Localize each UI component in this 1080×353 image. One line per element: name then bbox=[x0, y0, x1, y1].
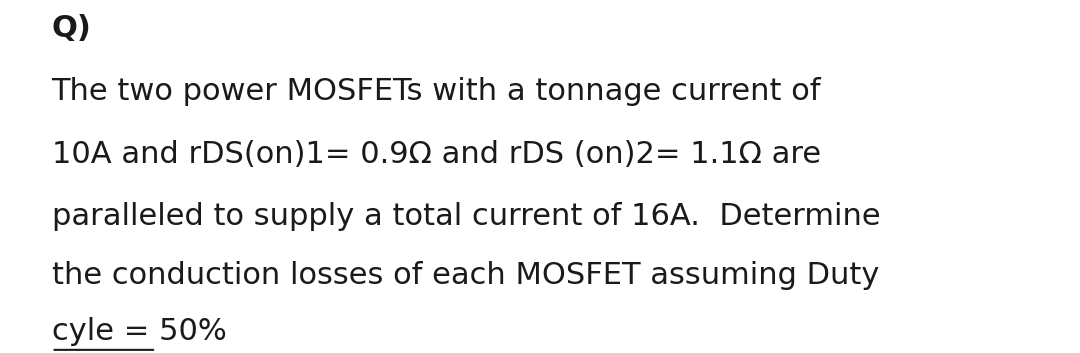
Text: 10A and rDS(on)1= 0.9Ω and rDS (on)2= 1.1Ω are: 10A and rDS(on)1= 0.9Ω and rDS (on)2= 1.… bbox=[52, 140, 821, 169]
Text: cyle = 50%: cyle = 50% bbox=[52, 317, 227, 346]
Text: Q): Q) bbox=[52, 14, 92, 43]
Text: paralleled to supply a total current of 16A.  Determine: paralleled to supply a total current of … bbox=[52, 202, 880, 231]
Text: the conduction losses of each MOSFET assuming Duty: the conduction losses of each MOSFET ass… bbox=[52, 261, 879, 290]
Text: The two power MOSFETs with a tonnage current of: The two power MOSFETs with a tonnage cur… bbox=[52, 77, 821, 107]
